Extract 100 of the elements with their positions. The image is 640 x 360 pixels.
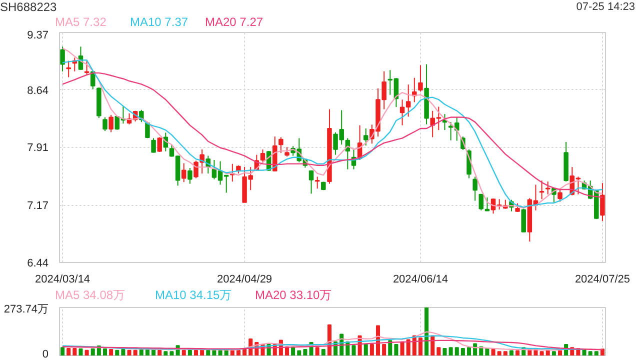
bar — [424, 308, 429, 356]
bar — [454, 347, 459, 356]
bar — [218, 350, 222, 356]
y-tick-label: 7.17 — [27, 200, 49, 212]
series-label: MA5 7.32 — [55, 15, 106, 30]
candlestick — [484, 197, 490, 212]
bar — [388, 340, 392, 356]
line-series — [62, 340, 604, 350]
bar — [540, 351, 544, 356]
bar — [400, 341, 404, 356]
bar — [546, 350, 550, 356]
bar — [230, 350, 234, 356]
bar — [370, 344, 374, 356]
bar — [552, 351, 556, 356]
bar — [497, 351, 502, 356]
bar — [206, 350, 210, 356]
candlestick — [478, 194, 484, 211]
bar — [594, 351, 598, 356]
bar — [164, 351, 168, 356]
bar — [364, 344, 368, 356]
candlestick — [472, 176, 478, 202]
bar — [509, 350, 514, 356]
bar — [170, 351, 174, 356]
bar — [516, 350, 520, 356]
bar — [303, 349, 308, 356]
candlestick — [60, 46, 65, 72]
candlestick — [539, 180, 544, 200]
text: MA20 33.10万 — [255, 288, 332, 303]
bar — [460, 348, 465, 356]
candlestick — [260, 148, 266, 164]
bar — [212, 350, 216, 356]
bar — [139, 349, 144, 356]
text: MA5 34.08万 — [55, 288, 126, 303]
candlestick — [188, 167, 192, 184]
line-series — [62, 335, 585, 350]
candlestick — [545, 180, 550, 195]
candlestick — [278, 136, 284, 154]
y-tick-label: 7.91 — [27, 142, 49, 154]
bar — [394, 344, 398, 356]
bar — [84, 350, 89, 356]
chart-title: SH688223 — [0, 0, 57, 15]
candlestick — [308, 170, 314, 194]
candlestick — [102, 116, 108, 132]
bar — [194, 350, 198, 356]
x-tick-label: 2024/06/14 — [392, 274, 448, 286]
x-tick-label: 2024/07/25 — [574, 274, 630, 286]
bar — [291, 346, 296, 356]
bar — [448, 347, 453, 356]
y-tick-label: 6.44 — [27, 258, 49, 270]
bar — [66, 348, 71, 356]
bar — [297, 350, 302, 356]
candlestick — [284, 146, 290, 157]
candlestick — [84, 60, 90, 75]
candlestick — [181, 162, 186, 183]
candlestick — [108, 114, 114, 133]
bar — [78, 348, 83, 356]
bar — [558, 350, 562, 356]
candlestick — [600, 182, 605, 222]
bar — [315, 347, 320, 356]
text: MA20 7.27 — [205, 15, 264, 30]
candlestick — [558, 188, 562, 202]
candlestick — [418, 64, 423, 92]
candlestick — [314, 176, 320, 190]
bar — [133, 350, 138, 356]
bar — [466, 347, 472, 356]
candlestick — [151, 138, 156, 154]
bar — [90, 348, 95, 356]
bar — [109, 349, 114, 356]
x-tick-label: 2024/03/14 — [35, 274, 90, 286]
candlestick — [363, 128, 368, 146]
bar — [60, 347, 65, 356]
y-tick-label: 0 — [42, 348, 49, 360]
y-tick-label: 9.37 — [27, 30, 49, 42]
text: MA10 34.15万 — [155, 288, 232, 303]
x-tick-label: 2024/04/29 — [217, 274, 272, 286]
bar — [352, 345, 356, 356]
y-tick-label: 8.64 — [27, 84, 49, 97]
y-tick-label: 273.74万 — [4, 304, 49, 316]
bar — [224, 350, 228, 356]
bar — [72, 348, 77, 356]
bar — [127, 350, 132, 356]
bar — [491, 349, 496, 356]
bar — [102, 348, 108, 356]
bar — [588, 351, 592, 356]
bar — [236, 350, 240, 356]
bar — [442, 348, 447, 356]
bar — [115, 350, 120, 356]
text: MA10 7.37 — [130, 15, 188, 30]
bar — [430, 335, 435, 356]
bar — [158, 350, 162, 356]
bar — [418, 337, 422, 356]
bar — [503, 351, 508, 356]
bar — [182, 350, 186, 356]
bar — [382, 344, 386, 356]
bar — [406, 339, 410, 356]
bar — [436, 347, 441, 356]
bar — [121, 349, 126, 356]
bar — [473, 343, 478, 356]
bar — [485, 348, 490, 356]
candlestick — [521, 208, 526, 232]
